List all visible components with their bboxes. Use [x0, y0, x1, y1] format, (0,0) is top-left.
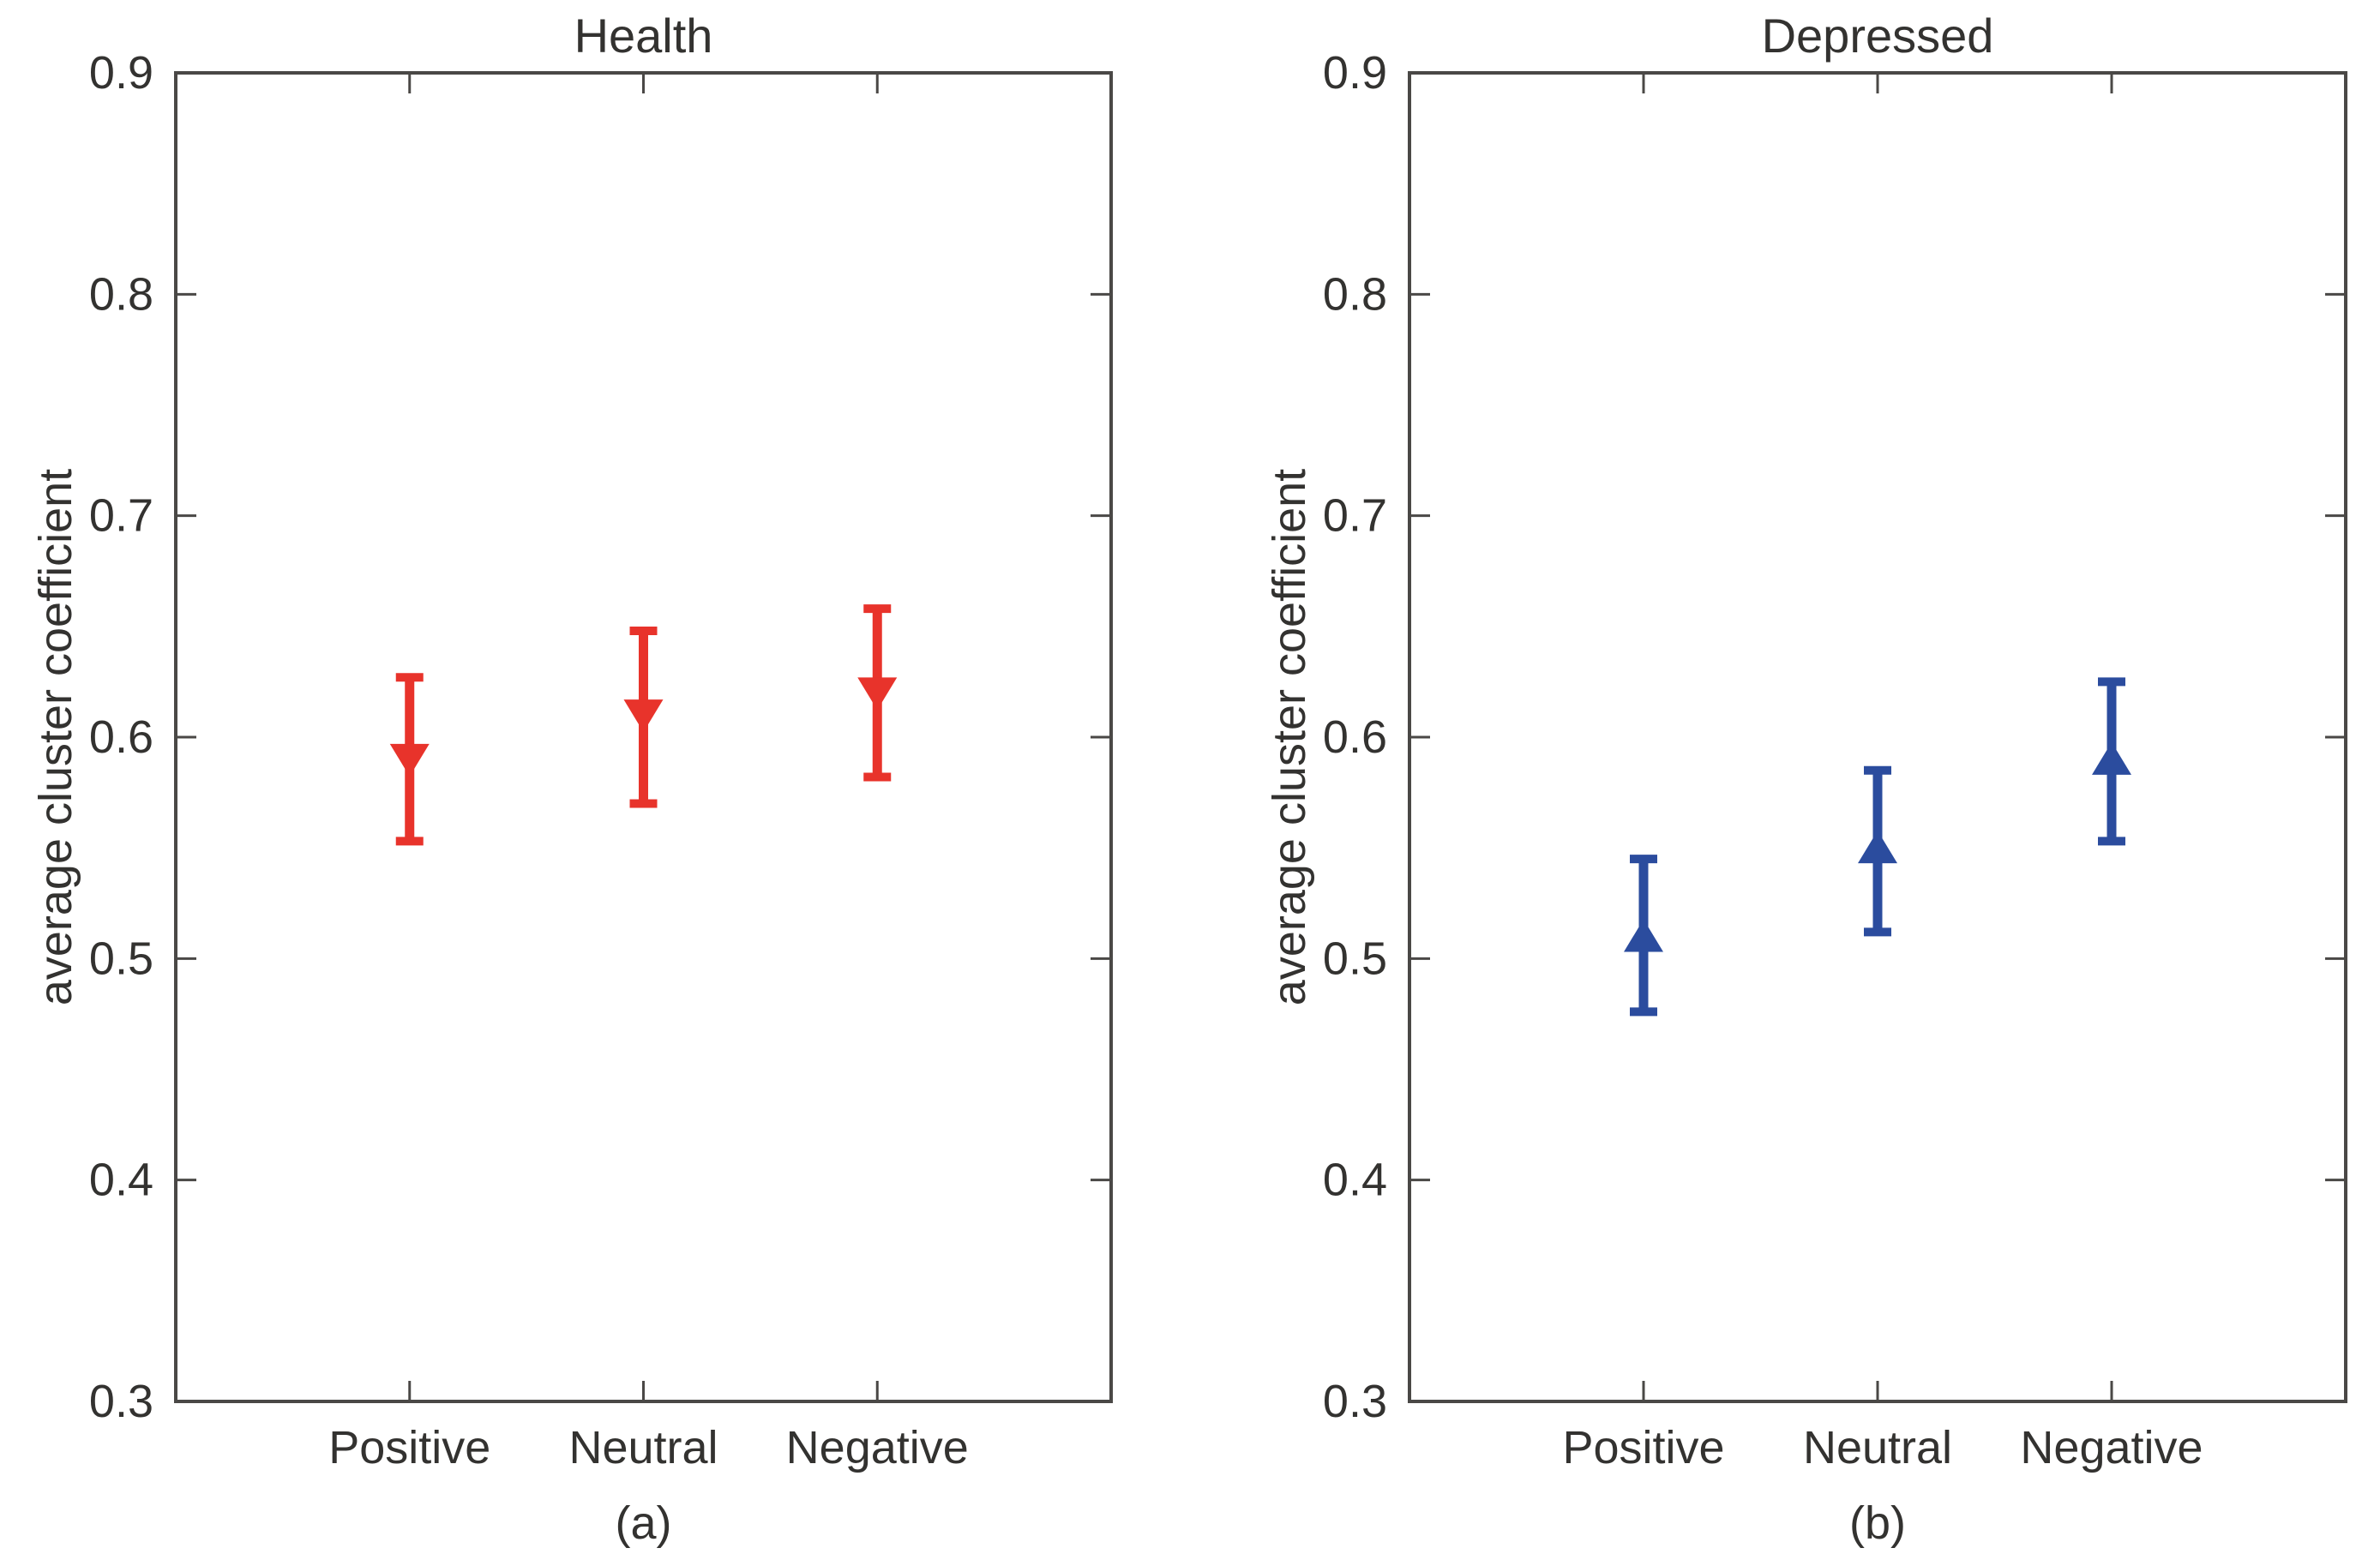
panel-a-sublabel: (a): [616, 1497, 672, 1549]
panel-a-ytick-label: 0.3: [89, 1376, 153, 1427]
panel-b-plot-box: [1408, 71, 2347, 1403]
panel-b-marker-triangle-up: [2092, 741, 2131, 775]
panel-b-ytick-label: 0.5: [1323, 933, 1387, 984]
panel-b-xtick-label: Neutral: [1803, 1422, 1952, 1473]
panel-a-ylabel: average cluster coefficient: [30, 469, 81, 1005]
panel-a-marker-triangle-down: [857, 677, 898, 711]
panel-a-ytick-label: 0.9: [89, 47, 153, 99]
panel-a-xtick-label: Neutral: [568, 1422, 718, 1473]
panel-b-ytick-label: 0.6: [1323, 711, 1387, 763]
panel-a-ytick-label: 0.6: [89, 711, 153, 763]
panel-b-marker-triangle-up: [1858, 831, 1897, 864]
panel-a-xtick-label: Negative: [786, 1422, 969, 1473]
panel-b-xtick-label: Negative: [2020, 1422, 2203, 1473]
panel-b-ylabel: average cluster coefficient: [1264, 469, 1315, 1005]
panel-b-sublabel: (b): [1849, 1497, 1906, 1549]
panel-b-marker-triangle-up: [1624, 919, 1663, 952]
panel-a-title: Health: [574, 9, 713, 63]
panel-a-marker-triangle-down: [389, 743, 430, 777]
panel-b-ytick-label: 0.7: [1323, 490, 1387, 542]
panel-a-ytick-label: 0.4: [89, 1155, 153, 1206]
panel-b-ytick-label: 0.4: [1323, 1155, 1387, 1206]
panel-a-ytick-label: 0.5: [89, 933, 153, 984]
panel-a-ytick-label: 0.8: [89, 268, 153, 320]
panel-b-ytick-label: 0.8: [1323, 268, 1387, 320]
panel-a-marker-triangle-down: [623, 699, 664, 733]
panel-a-ytick-label: 0.7: [89, 490, 153, 542]
panel-a-xtick-label: Positive: [328, 1422, 490, 1473]
panel-b-xtick-label: Positive: [1562, 1422, 1724, 1473]
panel-b-ytick-label: 0.3: [1323, 1376, 1387, 1427]
panel-b-ytick-label: 0.9: [1323, 47, 1387, 99]
panel-b-title: Depressed: [1762, 9, 1994, 63]
